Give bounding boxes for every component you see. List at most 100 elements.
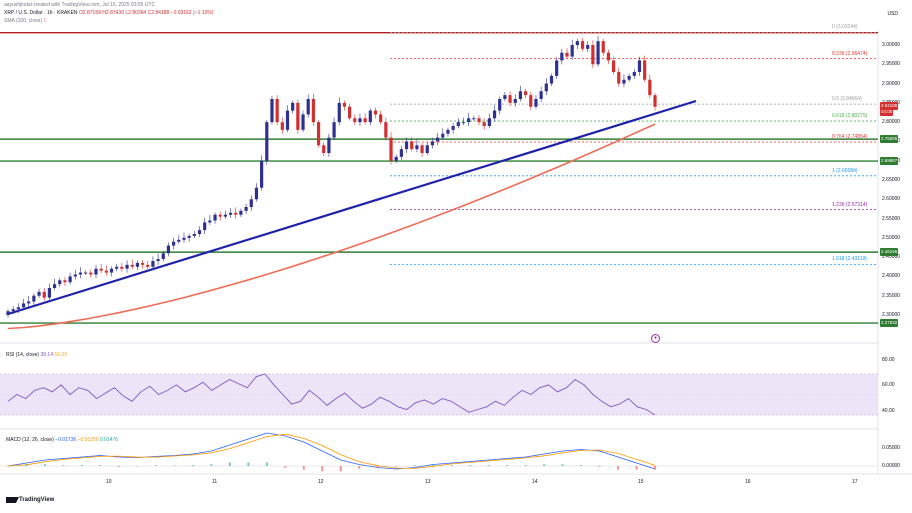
horizontal-levels [0, 31, 878, 324]
macd-histogram-bar [654, 466, 656, 470]
candle-body [518, 91, 523, 99]
time-tick: 13 [425, 479, 431, 485]
time-tick: 16 [745, 479, 751, 485]
macd-histogram-bar [339, 466, 342, 472]
candle-body [404, 141, 409, 150]
candle-body [84, 272, 88, 274]
candle-body [151, 261, 155, 267]
price-tick: 2.35000 [882, 292, 901, 299]
rsi-tick: 40.00 [882, 408, 895, 414]
candle-body [487, 118, 491, 126]
rsi-tick: 80.00 [882, 357, 895, 363]
rsi-band [0, 374, 878, 415]
candle-body [265, 122, 269, 161]
price-tick: 2.45000 [882, 254, 901, 261]
price-tick: 2.80000 [882, 119, 901, 126]
candle-body [130, 264, 134, 267]
tradingview-logo[interactable]: TradingView [6, 497, 54, 503]
candle-body [337, 102, 341, 123]
candle-body [192, 234, 196, 236]
sma-line [7, 123, 656, 330]
price-tick: 2.95000 [882, 61, 901, 68]
macd-histogram-bar [617, 466, 620, 470]
candle-body [622, 79, 626, 84]
author-line: aayushjindal created with TradingView.co… [4, 2, 156, 8]
candle-body [223, 214, 227, 217]
candle-body [549, 75, 554, 84]
candle-body [456, 122, 460, 126]
candle-body [379, 114, 383, 123]
alert-icon[interactable]: ● [651, 334, 660, 343]
candle-body [596, 41, 600, 65]
macd-tick: 0.00000 [882, 463, 901, 469]
sma-label: SMA (100, close) [4, 18, 43, 24]
time-tick: 14 [532, 479, 538, 485]
macd-histogram-bar [635, 466, 638, 470]
candle-body [213, 214, 217, 221]
candle-body [21, 303, 26, 308]
macd-histogram-bar [99, 465, 102, 466]
signal-line [7, 433, 656, 469]
candle-body [570, 45, 574, 57]
sma-legend[interactable]: SMA (100, close) 1 [4, 18, 46, 25]
price-tick: 3.00000 [882, 42, 901, 48]
macd-histogram-bar [506, 465, 509, 466]
fib-label: 1 (2.66084) [832, 167, 858, 174]
candle-body [606, 52, 611, 61]
macd-legend[interactable]: MACD (12, 26, close) −0.01736 −0.00260 0… [6, 437, 118, 443]
candle-body [291, 102, 295, 111]
price-tick: 2.30000 [882, 312, 901, 318]
macd-histogram-bar [136, 466, 139, 467]
candle-body [648, 79, 652, 96]
candle-body [508, 95, 512, 103]
candle-body [94, 268, 98, 275]
candle-body [172, 241, 176, 246]
candle-body [399, 149, 403, 157]
price-tag: 2.46346 [880, 247, 899, 256]
macd-histogram-bar [210, 464, 213, 466]
macd-histogram-bar [154, 465, 157, 466]
candle-body [182, 237, 186, 240]
macd-histogram-bar [7, 466, 9, 467]
candle-body [135, 262, 139, 267]
tradingview-brand: TradingView [19, 497, 55, 503]
sma-100-line [7, 123, 656, 330]
candle-body [534, 99, 538, 107]
fibonacci-levels [390, 32, 878, 265]
candle-body [42, 291, 46, 298]
fib-label: 1.236 (2.57314) [832, 201, 868, 208]
fib-label: 1.618 (2.43119) [832, 256, 867, 263]
currency-label[interactable]: USD [887, 11, 898, 17]
candle-body [472, 118, 476, 120]
rsi-label: RSI (14, close) [6, 352, 40, 358]
candle-body [420, 145, 424, 153]
candle-body [125, 264, 129, 269]
candle-body [368, 110, 372, 123]
candle-body [332, 122, 336, 138]
candle-body [591, 45, 595, 65]
macd-histogram-bar [62, 465, 65, 466]
time-tick: 17 [852, 479, 858, 485]
rsi-tick: 60.00 [882, 382, 895, 388]
candle-body [627, 75, 631, 80]
bullish-trendline [7, 99, 697, 316]
symbol-title[interactable]: XRP / U.S. Dollar · 1h · KRAKEN [4, 10, 78, 16]
macd-histogram-bar [524, 465, 527, 466]
macd-histogram-bar [284, 466, 287, 468]
candle-body [544, 83, 548, 92]
rsi-legend[interactable]: RSI (14, close) 38.14 51.03 [6, 352, 67, 358]
candle-body [11, 309, 15, 312]
candle-body [539, 91, 543, 99]
candle-body [601, 41, 605, 53]
candle-body [78, 272, 83, 275]
candle-body [37, 291, 41, 296]
price-tag: 2.75605 [880, 135, 899, 144]
candle-body [461, 122, 466, 124]
macd-histogram-bar [376, 466, 379, 468]
candle-body [16, 307, 20, 310]
candle-body [239, 210, 243, 215]
macd-histogram-bar [395, 466, 398, 467]
time-tick: 10 [106, 479, 112, 485]
candle-body [58, 280, 62, 285]
